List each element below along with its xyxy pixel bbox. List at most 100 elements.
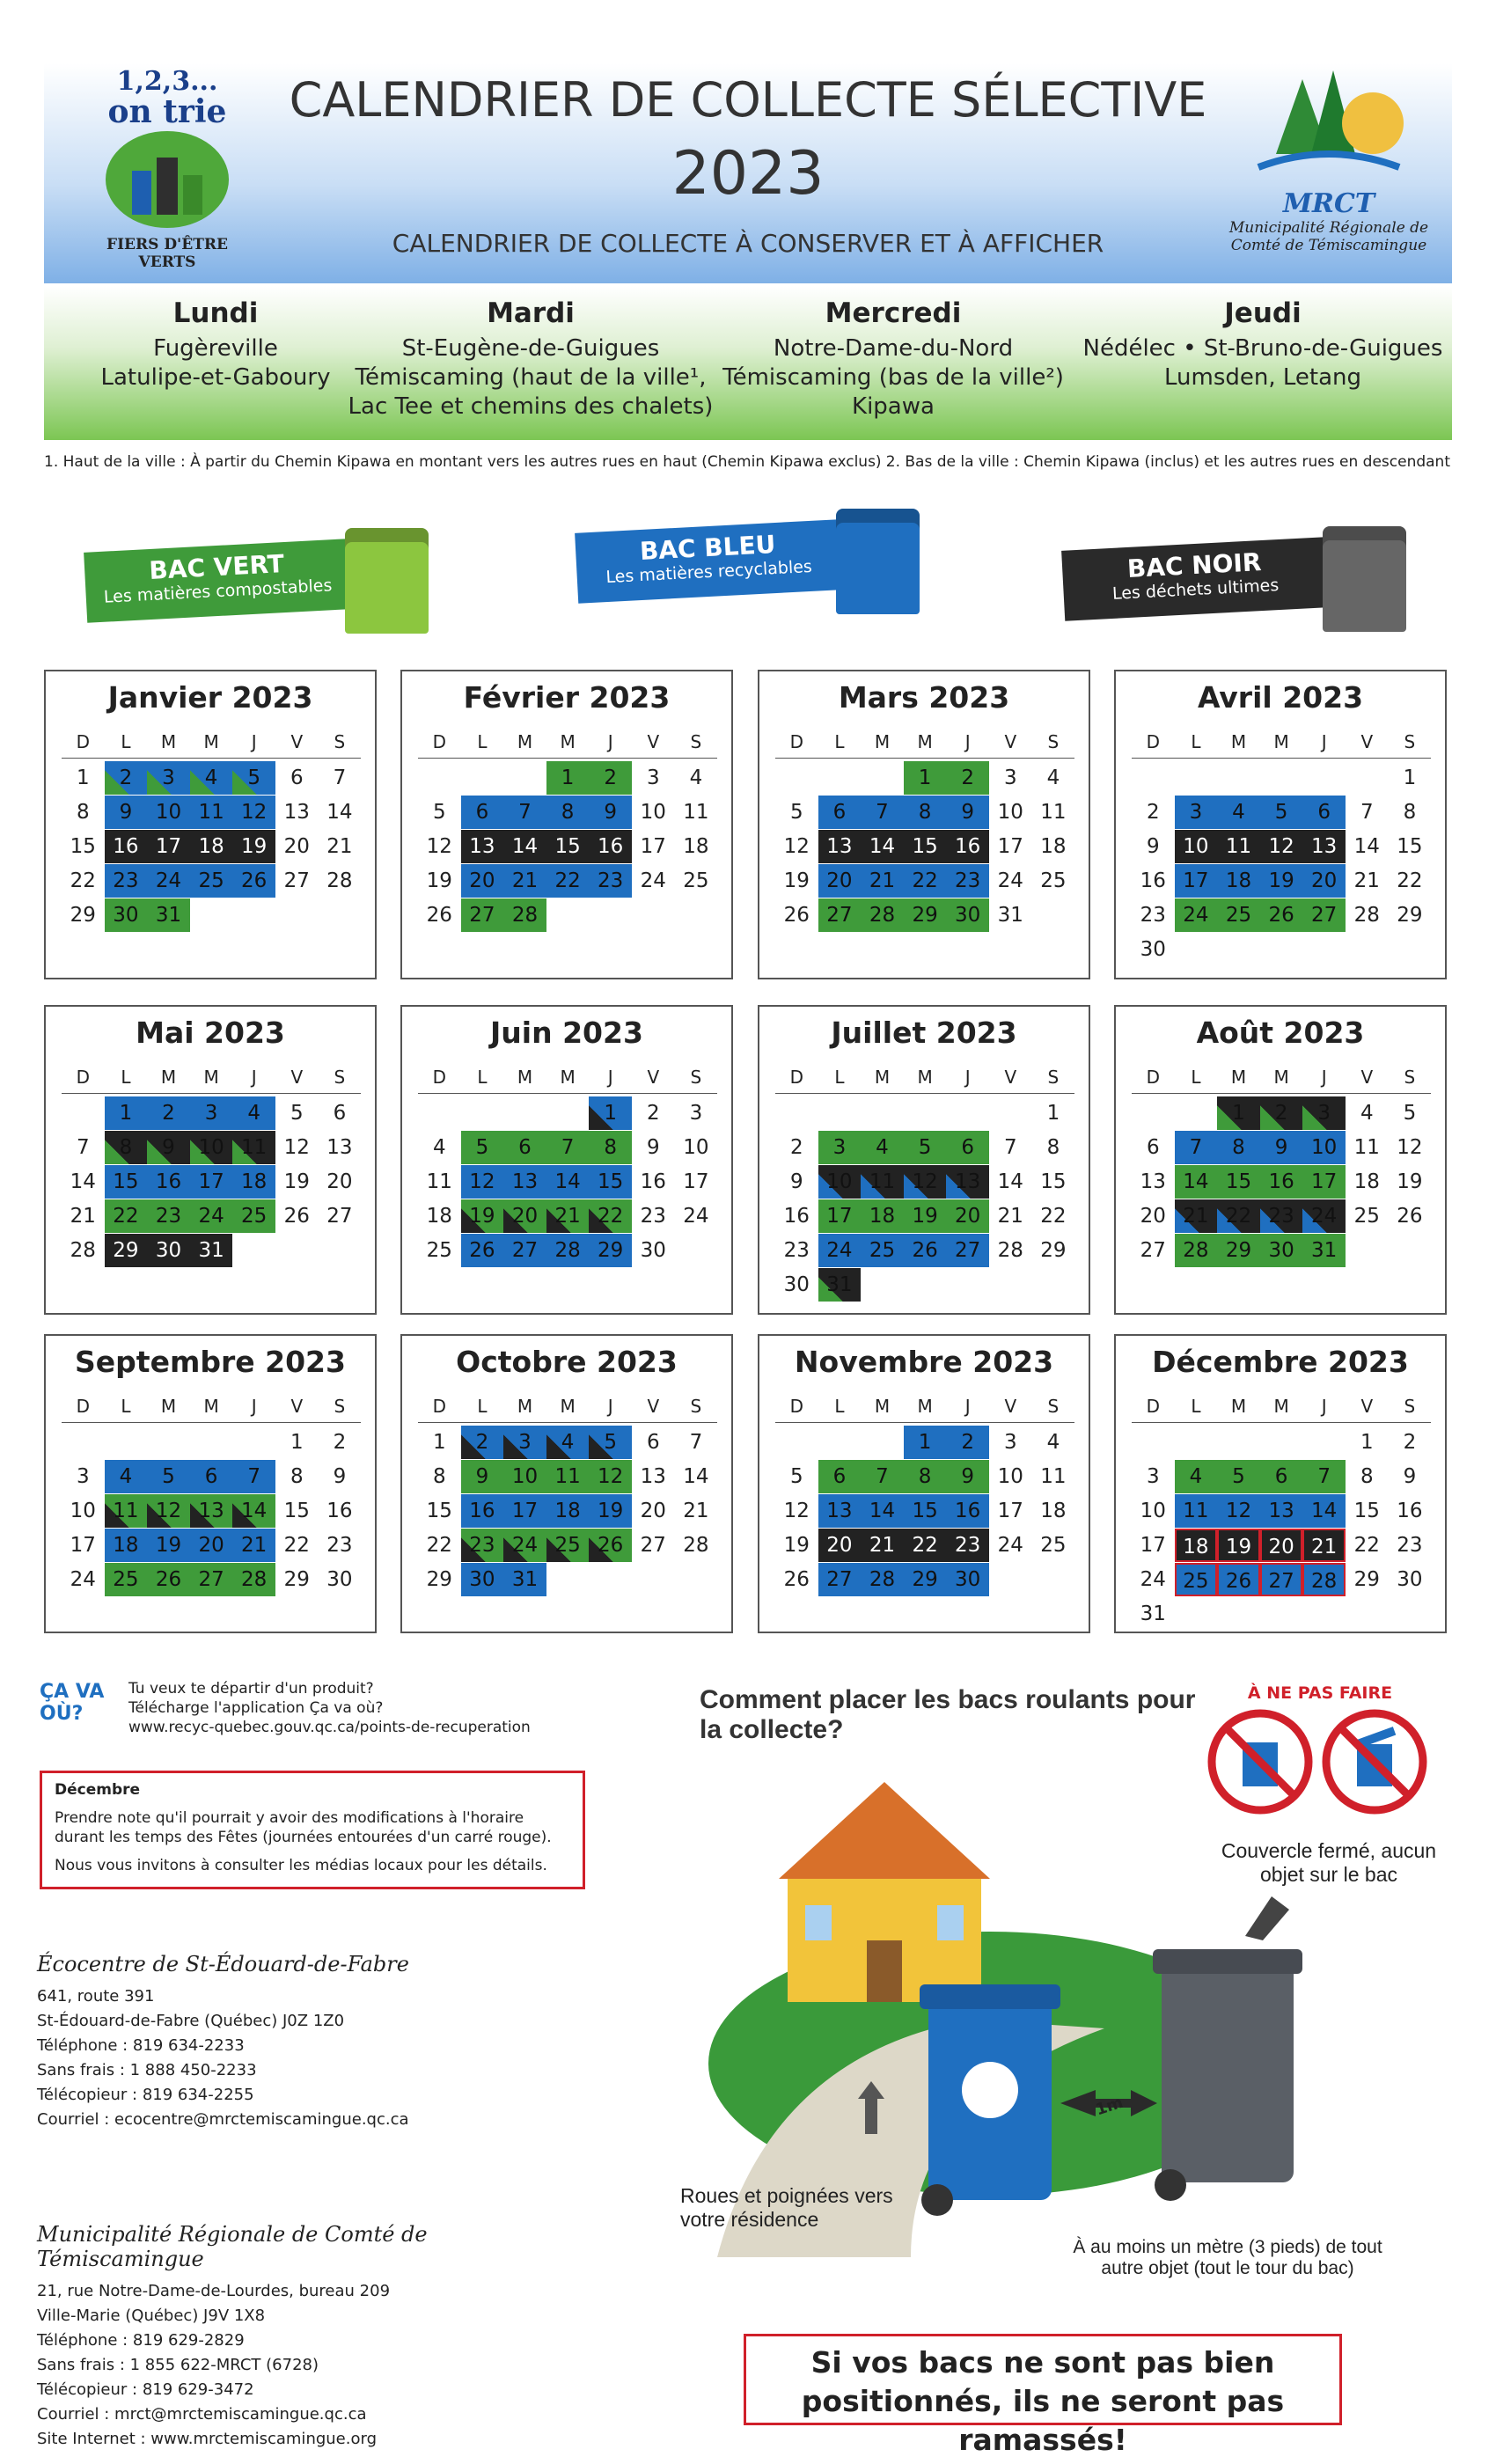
- weekday: V: [290, 1067, 304, 1088]
- day: 7: [1360, 801, 1374, 824]
- title: CALENDRIER DE COLLECTE SÉLECTIVE: [289, 72, 1207, 128]
- month-title: Février 2023: [463, 680, 671, 715]
- day: 14: [683, 1465, 709, 1488]
- text-line: Téléphone : 819 634-2233: [37, 2036, 245, 2055]
- day: 1: [76, 766, 90, 789]
- day: 31: [503, 1563, 546, 1596]
- day: 11: [1174, 1494, 1218, 1528]
- weekday: M: [874, 1396, 891, 1417]
- day: 19: [1397, 1170, 1423, 1193]
- text-line: Courriel : ecocentre@mrctemiscamingue.qc…: [37, 2110, 409, 2129]
- day: 9: [646, 1136, 660, 1159]
- day: 3: [689, 1102, 703, 1125]
- day: 8: [1360, 1465, 1374, 1488]
- weekday: D: [1146, 1067, 1160, 1088]
- wheels-note: Roues et poignées vers votre résidence: [680, 2184, 893, 2231]
- day: 22: [70, 869, 96, 892]
- day: 3: [147, 761, 190, 795]
- day: 28: [326, 869, 353, 892]
- day: 3: [646, 766, 660, 789]
- weekday: J: [607, 731, 613, 752]
- weekday: L: [1191, 1067, 1201, 1088]
- day: 6: [290, 766, 304, 789]
- day: 21: [1302, 1529, 1346, 1562]
- day: 24: [640, 869, 666, 892]
- day: 20: [460, 864, 504, 898]
- day: 1: [432, 1431, 446, 1454]
- place: Latulipe-et-Gaboury: [100, 364, 331, 391]
- day: 14: [503, 830, 546, 863]
- day: 20: [818, 1529, 862, 1562]
- day: 17: [189, 1165, 233, 1199]
- day: 12: [1259, 830, 1303, 863]
- day: 22: [903, 864, 947, 898]
- day: 6: [1259, 1460, 1303, 1493]
- day: 5: [589, 1426, 632, 1459]
- weekday: M: [1273, 1067, 1289, 1088]
- weekday: M: [874, 1067, 891, 1088]
- day: 20: [946, 1199, 989, 1233]
- day: 16: [783, 1205, 810, 1228]
- day: 3: [76, 1465, 90, 1488]
- day: 8: [1403, 801, 1417, 824]
- day: 2: [946, 1426, 989, 1459]
- day: 21: [232, 1529, 275, 1562]
- day: 28: [503, 898, 546, 932]
- weekday: V: [1004, 731, 1017, 752]
- text-line: Télécopieur : 819 629-3472: [37, 2380, 254, 2399]
- day-name: Mardi: [487, 297, 575, 329]
- day: 4: [1360, 1102, 1374, 1125]
- day: 25: [1353, 1205, 1380, 1228]
- weekday: V: [647, 731, 660, 752]
- day: 9: [1403, 1465, 1417, 1488]
- day: 22: [426, 1534, 452, 1557]
- bin-banner: BAC NOIR Les déchets ultimes: [1061, 537, 1329, 621]
- logo-graphic: [1257, 70, 1404, 171]
- day: 27: [818, 1563, 862, 1596]
- day: 27: [283, 869, 310, 892]
- day: 5: [232, 761, 275, 795]
- day: 28: [1174, 1234, 1218, 1267]
- day: 23: [640, 1205, 666, 1228]
- day: 11: [1040, 1465, 1067, 1488]
- note: 1. Haut de la ville : À partir du Chemin…: [44, 453, 882, 471]
- day: 19: [903, 1199, 947, 1233]
- day: 12: [426, 835, 452, 858]
- day: 28: [861, 898, 904, 932]
- day: 8: [76, 801, 90, 824]
- day-name: Lundi: [172, 297, 259, 329]
- day: 5: [903, 1131, 947, 1164]
- day: 21: [1174, 1199, 1218, 1233]
- day: 10: [189, 1131, 233, 1164]
- day: 17: [1302, 1165, 1346, 1199]
- day: 5: [432, 801, 446, 824]
- weekday: M: [1230, 1067, 1247, 1088]
- day: 9: [147, 1131, 190, 1164]
- day: 30: [1140, 938, 1166, 961]
- day: 29: [1353, 1568, 1380, 1591]
- weekday: S: [1047, 731, 1060, 752]
- day: 27: [189, 1563, 233, 1596]
- weekday: S: [1047, 1396, 1060, 1417]
- day: 26: [232, 864, 275, 898]
- illustration: [708, 1782, 1302, 2257]
- month: Novembre 2023 D L M M J V S 1 2 3 4 5 6 7 8 9 10 11 12 13 14 1…: [758, 1334, 1090, 1633]
- day: 1: [104, 1096, 148, 1130]
- weekday: S: [690, 1067, 702, 1088]
- day: 9: [946, 796, 989, 829]
- day-name: Jeudi: [1224, 297, 1302, 329]
- day: 10: [640, 801, 666, 824]
- day: 9: [333, 1465, 347, 1488]
- day: 31: [997, 904, 1023, 927]
- weekday: S: [1404, 1396, 1416, 1417]
- text-line: St-Édouard-de-Fabre (Québec) J0Z 1Z0: [37, 2012, 345, 2030]
- weekday: D: [789, 1396, 803, 1417]
- day: 14: [997, 1170, 1023, 1193]
- weekday: S: [334, 731, 346, 752]
- day: 20: [1302, 864, 1346, 898]
- day: 2: [789, 1136, 803, 1159]
- day: 27: [1140, 1239, 1166, 1262]
- day: 12: [589, 1460, 632, 1493]
- day: 10: [818, 1165, 862, 1199]
